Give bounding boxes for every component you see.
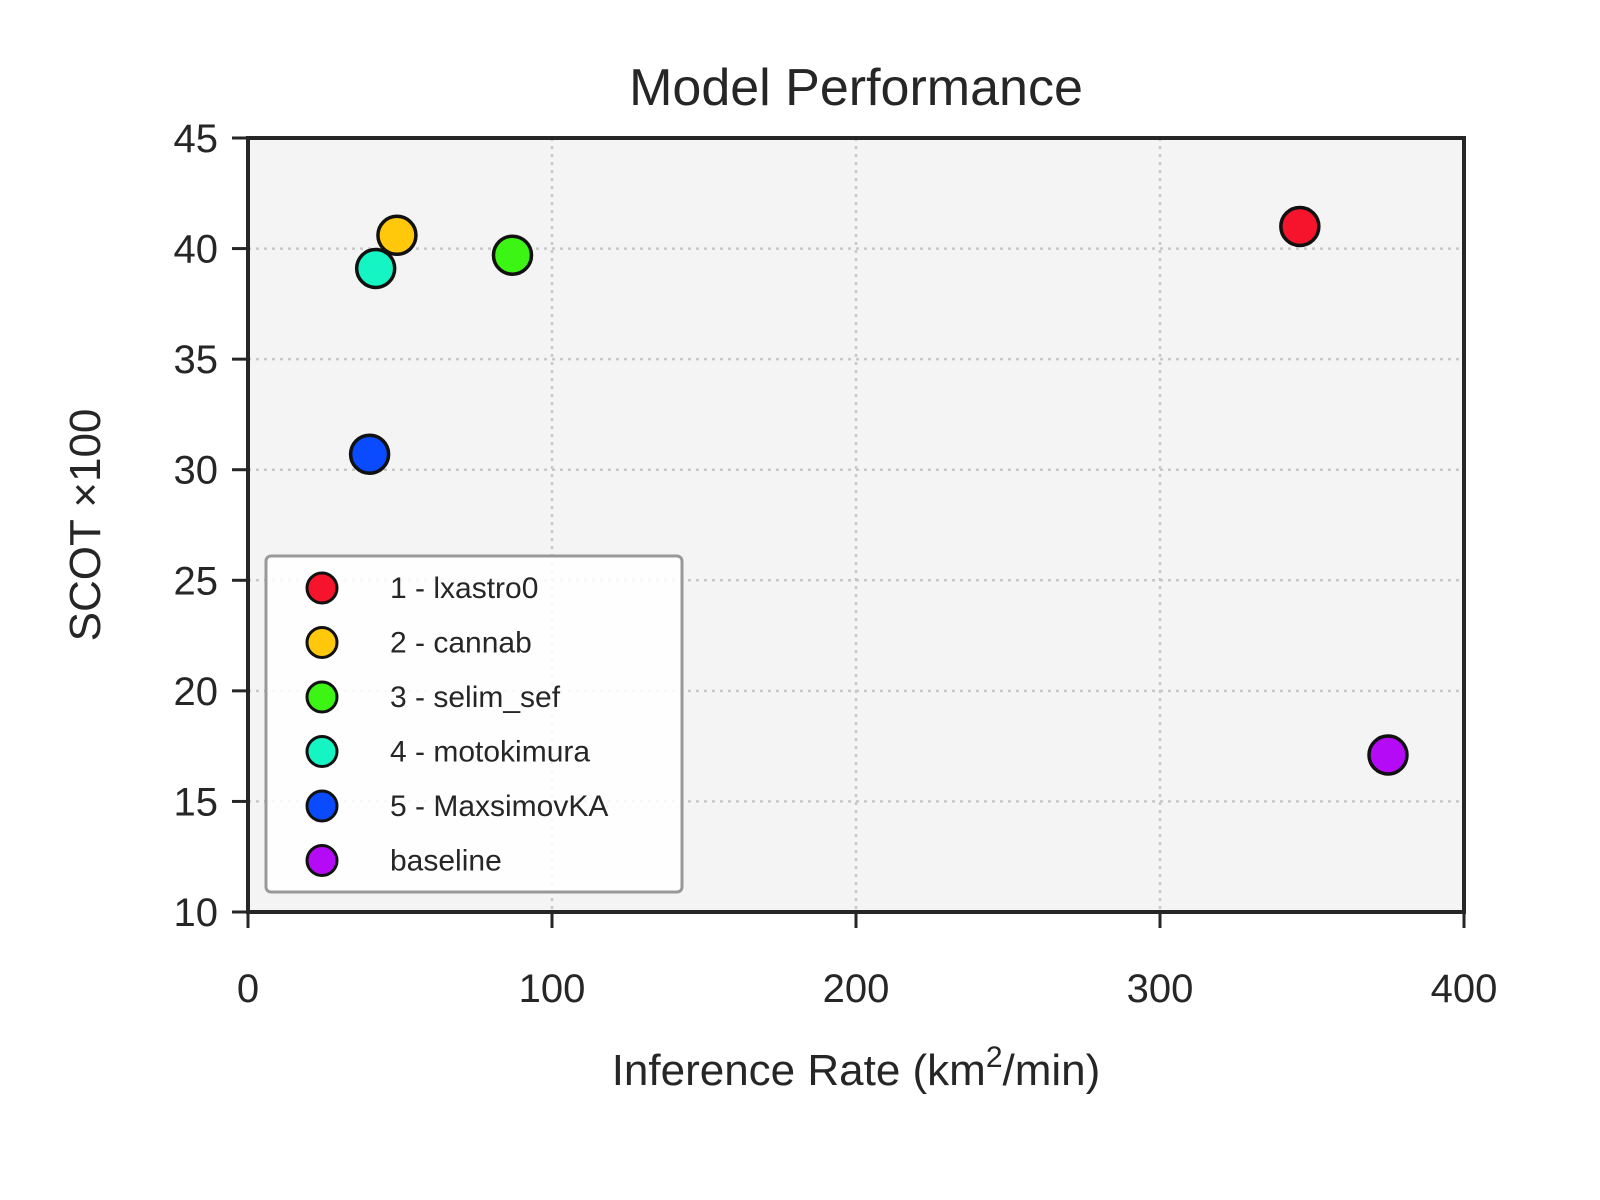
y-tick-label: 30 — [174, 449, 219, 493]
x-tick-label: 0 — [237, 967, 259, 1011]
x-tick-label: 300 — [1127, 967, 1194, 1011]
legend-label: 4 - motokimura — [390, 736, 590, 769]
legend-label: baseline — [390, 845, 502, 878]
x-tick-label: 200 — [823, 967, 890, 1011]
legend-marker — [305, 680, 339, 714]
x-axis-label: Inference Rate (km2/min) — [612, 1041, 1101, 1095]
x-axis-label-prefix: Inference Rate (km — [612, 1046, 986, 1095]
y-tick-label: 10 — [174, 891, 219, 935]
legend-marker — [305, 844, 339, 877]
legend-box — [264, 554, 684, 894]
legend-items: 1 - lxastro0 2 - cannab 3 - selim_sef 4 - m… — [305, 571, 608, 878]
data-point: baseline — [1367, 734, 1409, 776]
legend-label: 3 - selim_sef — [390, 681, 561, 714]
y-tick-label: 40 — [174, 228, 219, 272]
data-point: 3 - selim_sef — [491, 234, 534, 276]
y-tick-label: 35 — [174, 338, 219, 382]
legend-label: 5 - MaxsimovKA — [390, 790, 608, 823]
x-tick-label: 400 — [1431, 967, 1498, 1011]
y-tick-label: 45 — [174, 117, 219, 161]
legend-label: 1 - lxastro0 — [390, 572, 538, 605]
y-axis-ticks: 10 15 20 25 30 35 40 45 — [174, 117, 248, 935]
legend-marker — [305, 626, 339, 659]
y-tick-label: 25 — [174, 559, 219, 603]
legend: 1 - lxastro0 2 - cannab 3 - selim_sef 4 - m… — [264, 554, 684, 894]
legend-marker — [305, 789, 339, 823]
x-axis-label-suffix: /min) — [1003, 1046, 1101, 1095]
y-tick-label: 20 — [174, 670, 219, 714]
y-tick-label: 15 — [174, 780, 219, 824]
data-point: 1 - lxastro0 — [1279, 205, 1321, 248]
legend-label: 2 - cannab — [390, 627, 532, 660]
data-point: 5 - MaxsimovKA — [348, 433, 391, 475]
data-point: 2 - cannab — [376, 214, 418, 257]
legend-marker — [305, 571, 339, 605]
data-point: 4 - motokimura — [354, 247, 397, 290]
x-axis-ticks: 0 100 200 300 400 — [237, 912, 1498, 1011]
x-axis-label-superscript: 2 — [986, 1041, 1003, 1074]
chart-title: Model Performance — [629, 59, 1083, 117]
data-points: 1 - lxastro0 2 - cannab 3 - selim_sef 4 - m… — [348, 205, 1409, 776]
y-axis-label: SCOT ×100 — [61, 409, 110, 642]
legend-marker — [305, 735, 339, 768]
x-tick-label: 100 — [519, 967, 586, 1011]
